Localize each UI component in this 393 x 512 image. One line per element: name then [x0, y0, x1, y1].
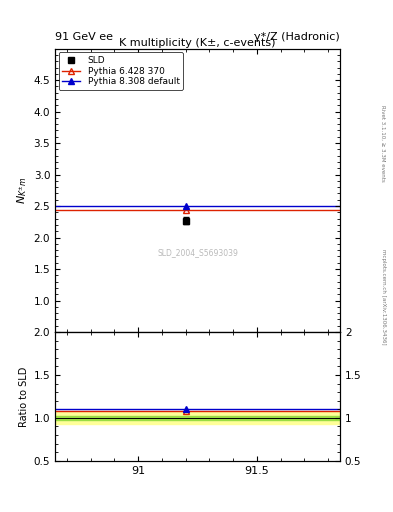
- Bar: [55, 412, 340, 424]
- Text: 91 GeV ee: 91 GeV ee: [55, 32, 113, 42]
- Text: mcplots.cern.ch [arXiv:1306.3436]: mcplots.cern.ch [arXiv:1306.3436]: [381, 249, 386, 345]
- Y-axis label: Ratio to SLD: Ratio to SLD: [19, 366, 29, 426]
- Y-axis label: $N_{K^{\pm}m}$: $N_{K^{\pm}m}$: [16, 177, 29, 204]
- Legend: SLD, Pythia 6.428 370, Pythia 8.308 default: SLD, Pythia 6.428 370, Pythia 8.308 defa…: [59, 52, 183, 90]
- Text: γ*/Z (Hadronic): γ*/Z (Hadronic): [254, 32, 340, 42]
- Title: K multiplicity (K±, c-events): K multiplicity (K±, c-events): [119, 38, 276, 48]
- Text: SLD_2004_S5693039: SLD_2004_S5693039: [157, 248, 238, 257]
- Text: Rivet 3.1.10, ≥ 3.3M events: Rivet 3.1.10, ≥ 3.3M events: [381, 105, 386, 182]
- Bar: [55, 416, 340, 420]
